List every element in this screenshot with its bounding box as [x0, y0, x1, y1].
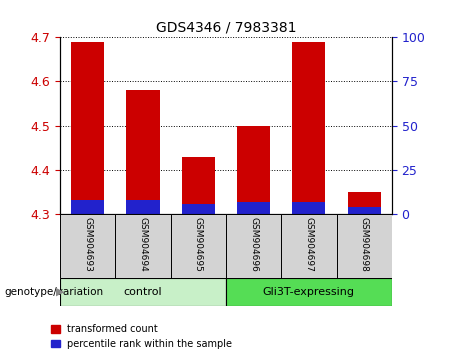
Bar — [348, 207, 381, 214]
Bar — [60, 214, 115, 278]
Text: GSM904698: GSM904698 — [360, 217, 369, 272]
Text: GSM904697: GSM904697 — [304, 217, 313, 272]
Bar — [71, 200, 104, 214]
Bar — [182, 156, 215, 214]
Bar — [237, 126, 270, 214]
Bar — [126, 90, 160, 214]
Text: ▶: ▶ — [56, 287, 65, 297]
Bar — [182, 204, 215, 214]
Text: genotype/variation: genotype/variation — [5, 287, 104, 297]
Text: GSM904696: GSM904696 — [249, 217, 258, 272]
Bar — [226, 278, 392, 306]
Legend: transformed count, percentile rank within the sample: transformed count, percentile rank withi… — [51, 324, 232, 349]
Bar — [115, 214, 171, 278]
Bar — [292, 41, 325, 214]
Text: GSM904693: GSM904693 — [83, 217, 92, 272]
Bar — [337, 214, 392, 278]
Bar — [126, 200, 160, 214]
Title: GDS4346 / 7983381: GDS4346 / 7983381 — [156, 21, 296, 35]
Text: control: control — [124, 287, 162, 297]
Bar — [237, 202, 270, 214]
Bar — [226, 214, 281, 278]
Text: Gli3T-expressing: Gli3T-expressing — [263, 287, 355, 297]
Text: GSM904695: GSM904695 — [194, 217, 203, 272]
Bar — [71, 41, 104, 214]
Bar — [281, 214, 337, 278]
Bar — [292, 202, 325, 214]
Bar — [60, 278, 226, 306]
Bar — [171, 214, 226, 278]
Bar — [348, 192, 381, 214]
Text: GSM904694: GSM904694 — [138, 217, 148, 272]
